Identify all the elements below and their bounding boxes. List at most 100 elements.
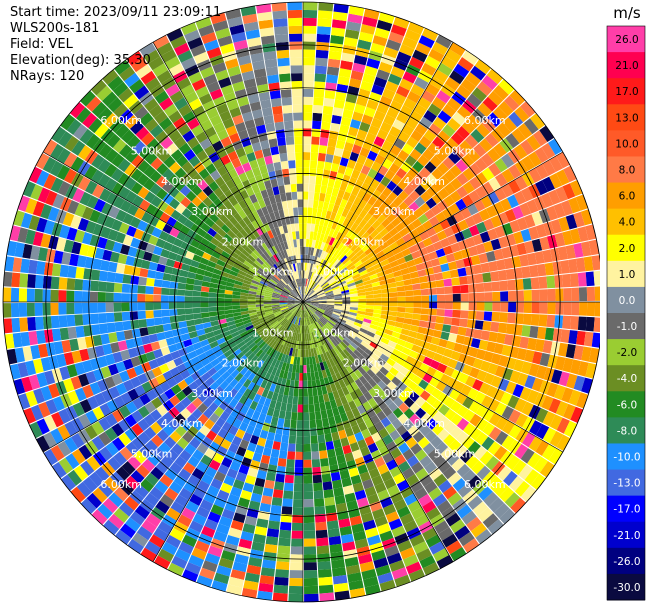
velocity-gate xyxy=(368,327,377,334)
velocity-gate xyxy=(223,475,236,487)
velocity-gate xyxy=(368,387,378,398)
velocity-gate xyxy=(474,157,488,172)
velocity-gate xyxy=(303,296,309,302)
velocity-gate xyxy=(272,322,280,329)
velocity-gate xyxy=(58,408,71,424)
velocity-gate xyxy=(521,155,535,171)
velocity-gate xyxy=(284,363,290,372)
velocity-gate xyxy=(318,305,327,308)
velocity-gate xyxy=(71,433,85,449)
velocity-gate xyxy=(350,352,359,361)
velocity-gate xyxy=(221,345,231,354)
velocity-gate xyxy=(258,330,267,337)
velocity-gate xyxy=(563,165,577,183)
velocity-gate xyxy=(328,535,342,546)
velocity-gate xyxy=(365,308,374,313)
velocity-gate xyxy=(388,31,404,44)
velocity-gate xyxy=(388,227,399,237)
velocity-gate xyxy=(133,364,145,376)
velocity-gate xyxy=(314,274,321,283)
velocity-gate xyxy=(468,400,481,414)
velocity-gate xyxy=(323,393,330,403)
velocity-gate xyxy=(421,302,430,309)
velocity-gate xyxy=(472,379,484,391)
velocity-gate xyxy=(260,320,269,326)
velocity-gate xyxy=(548,138,563,155)
velocity-gate xyxy=(549,414,563,431)
velocity-gate xyxy=(335,502,348,513)
velocity-gate xyxy=(463,409,476,422)
velocity-gate xyxy=(426,185,438,198)
velocity-gate xyxy=(303,300,311,302)
velocity-gate xyxy=(488,497,504,513)
velocity-gate xyxy=(380,417,392,428)
velocity-gate xyxy=(350,296,359,300)
velocity-gate xyxy=(444,408,457,421)
velocity-gate xyxy=(473,143,487,158)
velocity-gate xyxy=(92,487,108,503)
velocity-gate xyxy=(278,450,288,459)
velocity-gate xyxy=(468,347,479,358)
velocity-gate xyxy=(305,278,308,287)
velocity-gate xyxy=(405,561,422,575)
velocity-gate xyxy=(196,506,210,519)
velocity-gate xyxy=(321,315,329,322)
velocity-gate xyxy=(452,478,467,492)
velocity-gate xyxy=(479,451,494,466)
velocity-gate xyxy=(349,442,360,452)
velocity-gate xyxy=(529,264,539,278)
velocity-gate xyxy=(411,250,421,260)
velocity-gate xyxy=(368,206,378,216)
velocity-gate xyxy=(308,316,313,325)
velocity-gate xyxy=(320,458,329,467)
velocity-gate xyxy=(225,535,240,546)
velocity-gate xyxy=(127,538,144,554)
velocity-gate xyxy=(420,308,430,315)
velocity-gate xyxy=(254,444,265,455)
velocity-gate xyxy=(204,348,215,358)
velocity-gate xyxy=(544,262,555,276)
velocity-gate xyxy=(362,259,372,267)
velocity-gate xyxy=(332,407,340,417)
velocity-gate xyxy=(290,372,296,381)
velocity-gate xyxy=(326,254,333,263)
velocity-gate xyxy=(132,397,145,410)
velocity-gate xyxy=(425,534,442,548)
velocity-gate xyxy=(360,324,370,331)
velocity-gate xyxy=(420,401,432,413)
velocity-gate xyxy=(317,241,323,250)
velocity-gate xyxy=(388,287,398,293)
velocity-gate xyxy=(400,328,410,336)
velocity-gate xyxy=(299,325,302,334)
velocity-gate xyxy=(482,513,499,529)
velocity-gate xyxy=(443,348,454,358)
velocity-gate xyxy=(310,372,316,381)
velocity-gate xyxy=(400,513,415,526)
velocity-gate xyxy=(364,235,374,244)
velocity-gate xyxy=(318,306,326,310)
velocity-gate xyxy=(248,500,261,511)
velocity-gate xyxy=(497,212,510,225)
velocity-gate xyxy=(321,177,329,187)
velocity-gate xyxy=(153,348,163,359)
velocity-gate xyxy=(313,313,320,320)
velocity-gate xyxy=(389,260,399,268)
velocity-gate xyxy=(234,401,244,412)
velocity-gate xyxy=(537,326,547,340)
velocity-gate xyxy=(191,397,203,409)
velocity-gate xyxy=(280,306,289,311)
velocity-gate xyxy=(185,527,201,540)
velocity-gate xyxy=(387,282,397,289)
velocity-gate xyxy=(309,324,313,333)
velocity-gate xyxy=(303,301,311,302)
velocity-gate xyxy=(539,302,548,314)
velocity-gate xyxy=(318,299,327,302)
velocity-gate xyxy=(411,319,420,327)
velocity-gate xyxy=(362,372,372,382)
velocity-gate xyxy=(185,344,195,354)
velocity-gate xyxy=(387,202,398,213)
velocity-gate xyxy=(328,358,336,367)
velocity-gate xyxy=(339,267,348,274)
velocity-gate xyxy=(288,435,296,444)
velocity-gate xyxy=(275,324,282,332)
